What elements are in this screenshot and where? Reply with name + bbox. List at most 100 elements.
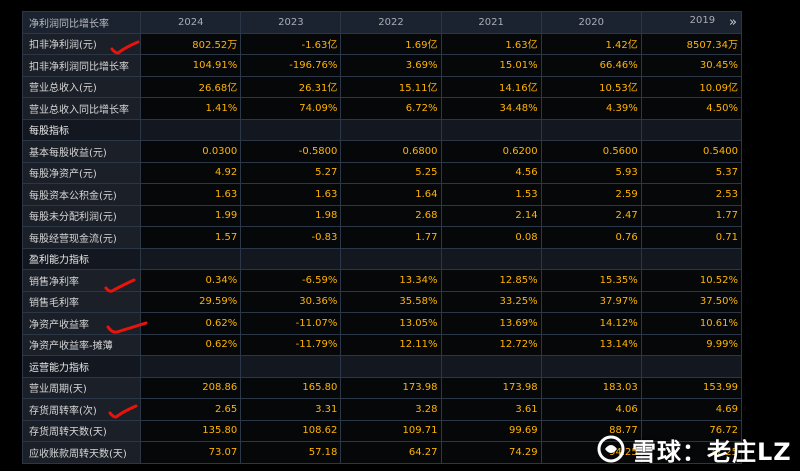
value-cell: 12.72% <box>440 333 542 356</box>
value-cell: 802.52万 <box>140 32 242 55</box>
value-cell: 12.85% <box>440 269 542 292</box>
value-cell: 88.77 <box>540 419 642 442</box>
value-cell: 1.99 <box>140 204 242 227</box>
table-row: 扣非净利润(元) 802.52万 -1.63亿 1.69亿 1.63亿 1.42亿 8507… <box>21 32 743 55</box>
snowball-watermark: 雪球：老庄LZ <box>596 427 800 471</box>
table-row: 营业总收入(元) 26.68亿 26.31亿 15.11亿 14.16亿 10.53亿 10… <box>21 75 743 98</box>
value-cell: 15.11亿 <box>340 75 442 98</box>
value-cell: -11.07% <box>240 312 342 335</box>
value-cell: 66.46% <box>540 54 642 77</box>
value-cell: 14.16亿 <box>440 75 542 98</box>
year-column-header-last: 2019 » <box>640 11 743 34</box>
header-title: 净利润同比增长率 <box>21 11 142 34</box>
value-cell: 153.99 <box>640 376 743 399</box>
value-cell: 1.63 <box>140 183 242 206</box>
value-cell: 10.53亿 <box>540 75 642 98</box>
year-column-header[interactable]: 2023 <box>240 11 342 34</box>
value-cell: 2.47 <box>540 204 642 227</box>
financial-indicators-sheet: 净利润同比增长率 2024 2023 2022 2021 2020 2019 »… <box>21 11 743 464</box>
value-cell: 1.77 <box>640 204 743 227</box>
row-label: 应收账款周转天数(天) <box>21 441 142 464</box>
table-row: 营业周期(天) 208.86 165.80 173.98 173.98 183.03 153… <box>21 376 743 399</box>
row-label: 销售毛利率 <box>21 290 142 313</box>
table-row: 每股经营现金流(元) 1.57 -0.83 1.77 0.08 0.76 0.71 <box>21 226 743 249</box>
value-cell <box>140 247 242 270</box>
value-cell: 0.71 <box>640 226 743 249</box>
table-row: 扣非净利润同比增长率 104.91% -196.76% 3.69% 15.01% 66.4… <box>21 54 743 77</box>
value-cell: 33.25% <box>440 290 542 313</box>
value-cell: 37.50% <box>640 290 743 313</box>
value-cell: 104.91% <box>140 54 242 77</box>
value-cell: 35.58% <box>340 290 442 313</box>
row-label: 每股未分配利润(元) <box>21 204 142 227</box>
row-label: 净资产收益率 <box>21 312 142 335</box>
table-header-row: 净利润同比增长率 2024 2023 2022 2021 2020 2019 » <box>21 11 743 34</box>
value-cell: 183.03 <box>540 376 642 399</box>
value-cell: 6.72% <box>340 97 442 120</box>
value-cell: 1.98 <box>240 204 342 227</box>
section-header-row: 每股指标 <box>21 118 743 141</box>
value-cell: 26.31亿 <box>240 75 342 98</box>
value-cell: 13.05% <box>340 312 442 335</box>
value-cell: 0.08 <box>440 226 542 249</box>
value-cell <box>440 247 542 270</box>
value-cell: 5.37 <box>640 161 743 184</box>
value-cell: 30.45% <box>640 54 743 77</box>
year-column-header[interactable]: 2021 <box>440 11 542 34</box>
section-title: 每股指标 <box>21 118 142 141</box>
year-label[interactable]: 2019 <box>689 14 716 26</box>
value-cell: 4.92 <box>140 161 242 184</box>
value-cell: 2.65 <box>140 398 242 421</box>
value-cell <box>640 118 743 141</box>
value-cell: 13.69% <box>440 312 542 335</box>
value-cell <box>540 247 642 270</box>
value-cell: 5.27 <box>240 161 342 184</box>
row-label: 基本每股收益(元) <box>21 140 142 163</box>
value-cell: 1.63 <box>240 183 342 206</box>
row-label: 销售净利率 <box>21 269 142 292</box>
value-cell: 10.61% <box>640 312 743 335</box>
value-cell: 109.71 <box>340 419 442 442</box>
table-row: 每股未分配利润(元) 1.99 1.98 2.68 2.14 2.47 1.77 <box>21 204 743 227</box>
value-cell: 26.68亿 <box>140 75 242 98</box>
value-cell <box>540 355 642 378</box>
value-cell: 0.34% <box>140 269 242 292</box>
value-cell: 135.80 <box>140 419 242 442</box>
value-cell: 57.18 <box>240 441 342 464</box>
row-label: 每股经营现金流(元) <box>21 226 142 249</box>
year-column-header[interactable]: 2022 <box>340 11 442 34</box>
value-cell: 3.61 <box>440 398 542 421</box>
value-cell <box>340 118 442 141</box>
value-cell: 12.11% <box>340 333 442 356</box>
table-row: 营业总收入同比增长率 1.41% 74.09% 6.72% 34.48% 4.39% 4.5… <box>21 97 743 120</box>
value-cell: 1.53 <box>440 183 542 206</box>
year-column-header[interactable]: 2020 <box>540 11 642 34</box>
value-cell: 4.69 <box>640 398 743 421</box>
value-cell: 4.56 <box>440 161 542 184</box>
value-cell: 30.36% <box>240 290 342 313</box>
value-cell: 2.59 <box>540 183 642 206</box>
row-label: 净资产收益率-摊薄 <box>21 333 142 356</box>
value-cell: 4.06 <box>540 398 642 421</box>
row-label: 每股净资产(元) <box>21 161 142 184</box>
year-column-header[interactable]: 2024 <box>140 11 242 34</box>
table-row: 基本每股收益(元) 0.0300 -0.5800 0.6800 0.6200 0.5600… <box>21 140 743 163</box>
value-cell: -1.63亿 <box>240 32 342 55</box>
value-cell: 76.72 <box>640 419 743 442</box>
value-cell <box>440 355 542 378</box>
row-label: 营业周期(天) <box>21 376 142 399</box>
double-chevron-right-icon[interactable]: » <box>729 14 737 30</box>
value-cell: 0.0300 <box>140 140 242 163</box>
table-row: 每股资本公积金(元) 1.63 1.63 1.64 1.53 2.59 2.53 <box>21 183 743 206</box>
row-label: 存货周转天数(天) <box>21 419 142 442</box>
section-title: 盈利能力指标 <box>21 247 142 270</box>
value-cell: 1.41% <box>140 97 242 120</box>
value-cell: 10.52% <box>640 269 743 292</box>
value-cell: 1.57 <box>140 226 242 249</box>
row-label: 扣非净利润(元) <box>21 32 142 55</box>
row-label: 营业总收入同比增长率 <box>21 97 142 120</box>
value-cell: 13.34% <box>340 269 442 292</box>
value-cell: 165.80 <box>240 376 342 399</box>
row-label: 扣非净利润同比增长率 <box>21 54 142 77</box>
value-cell: -6.59% <box>240 269 342 292</box>
